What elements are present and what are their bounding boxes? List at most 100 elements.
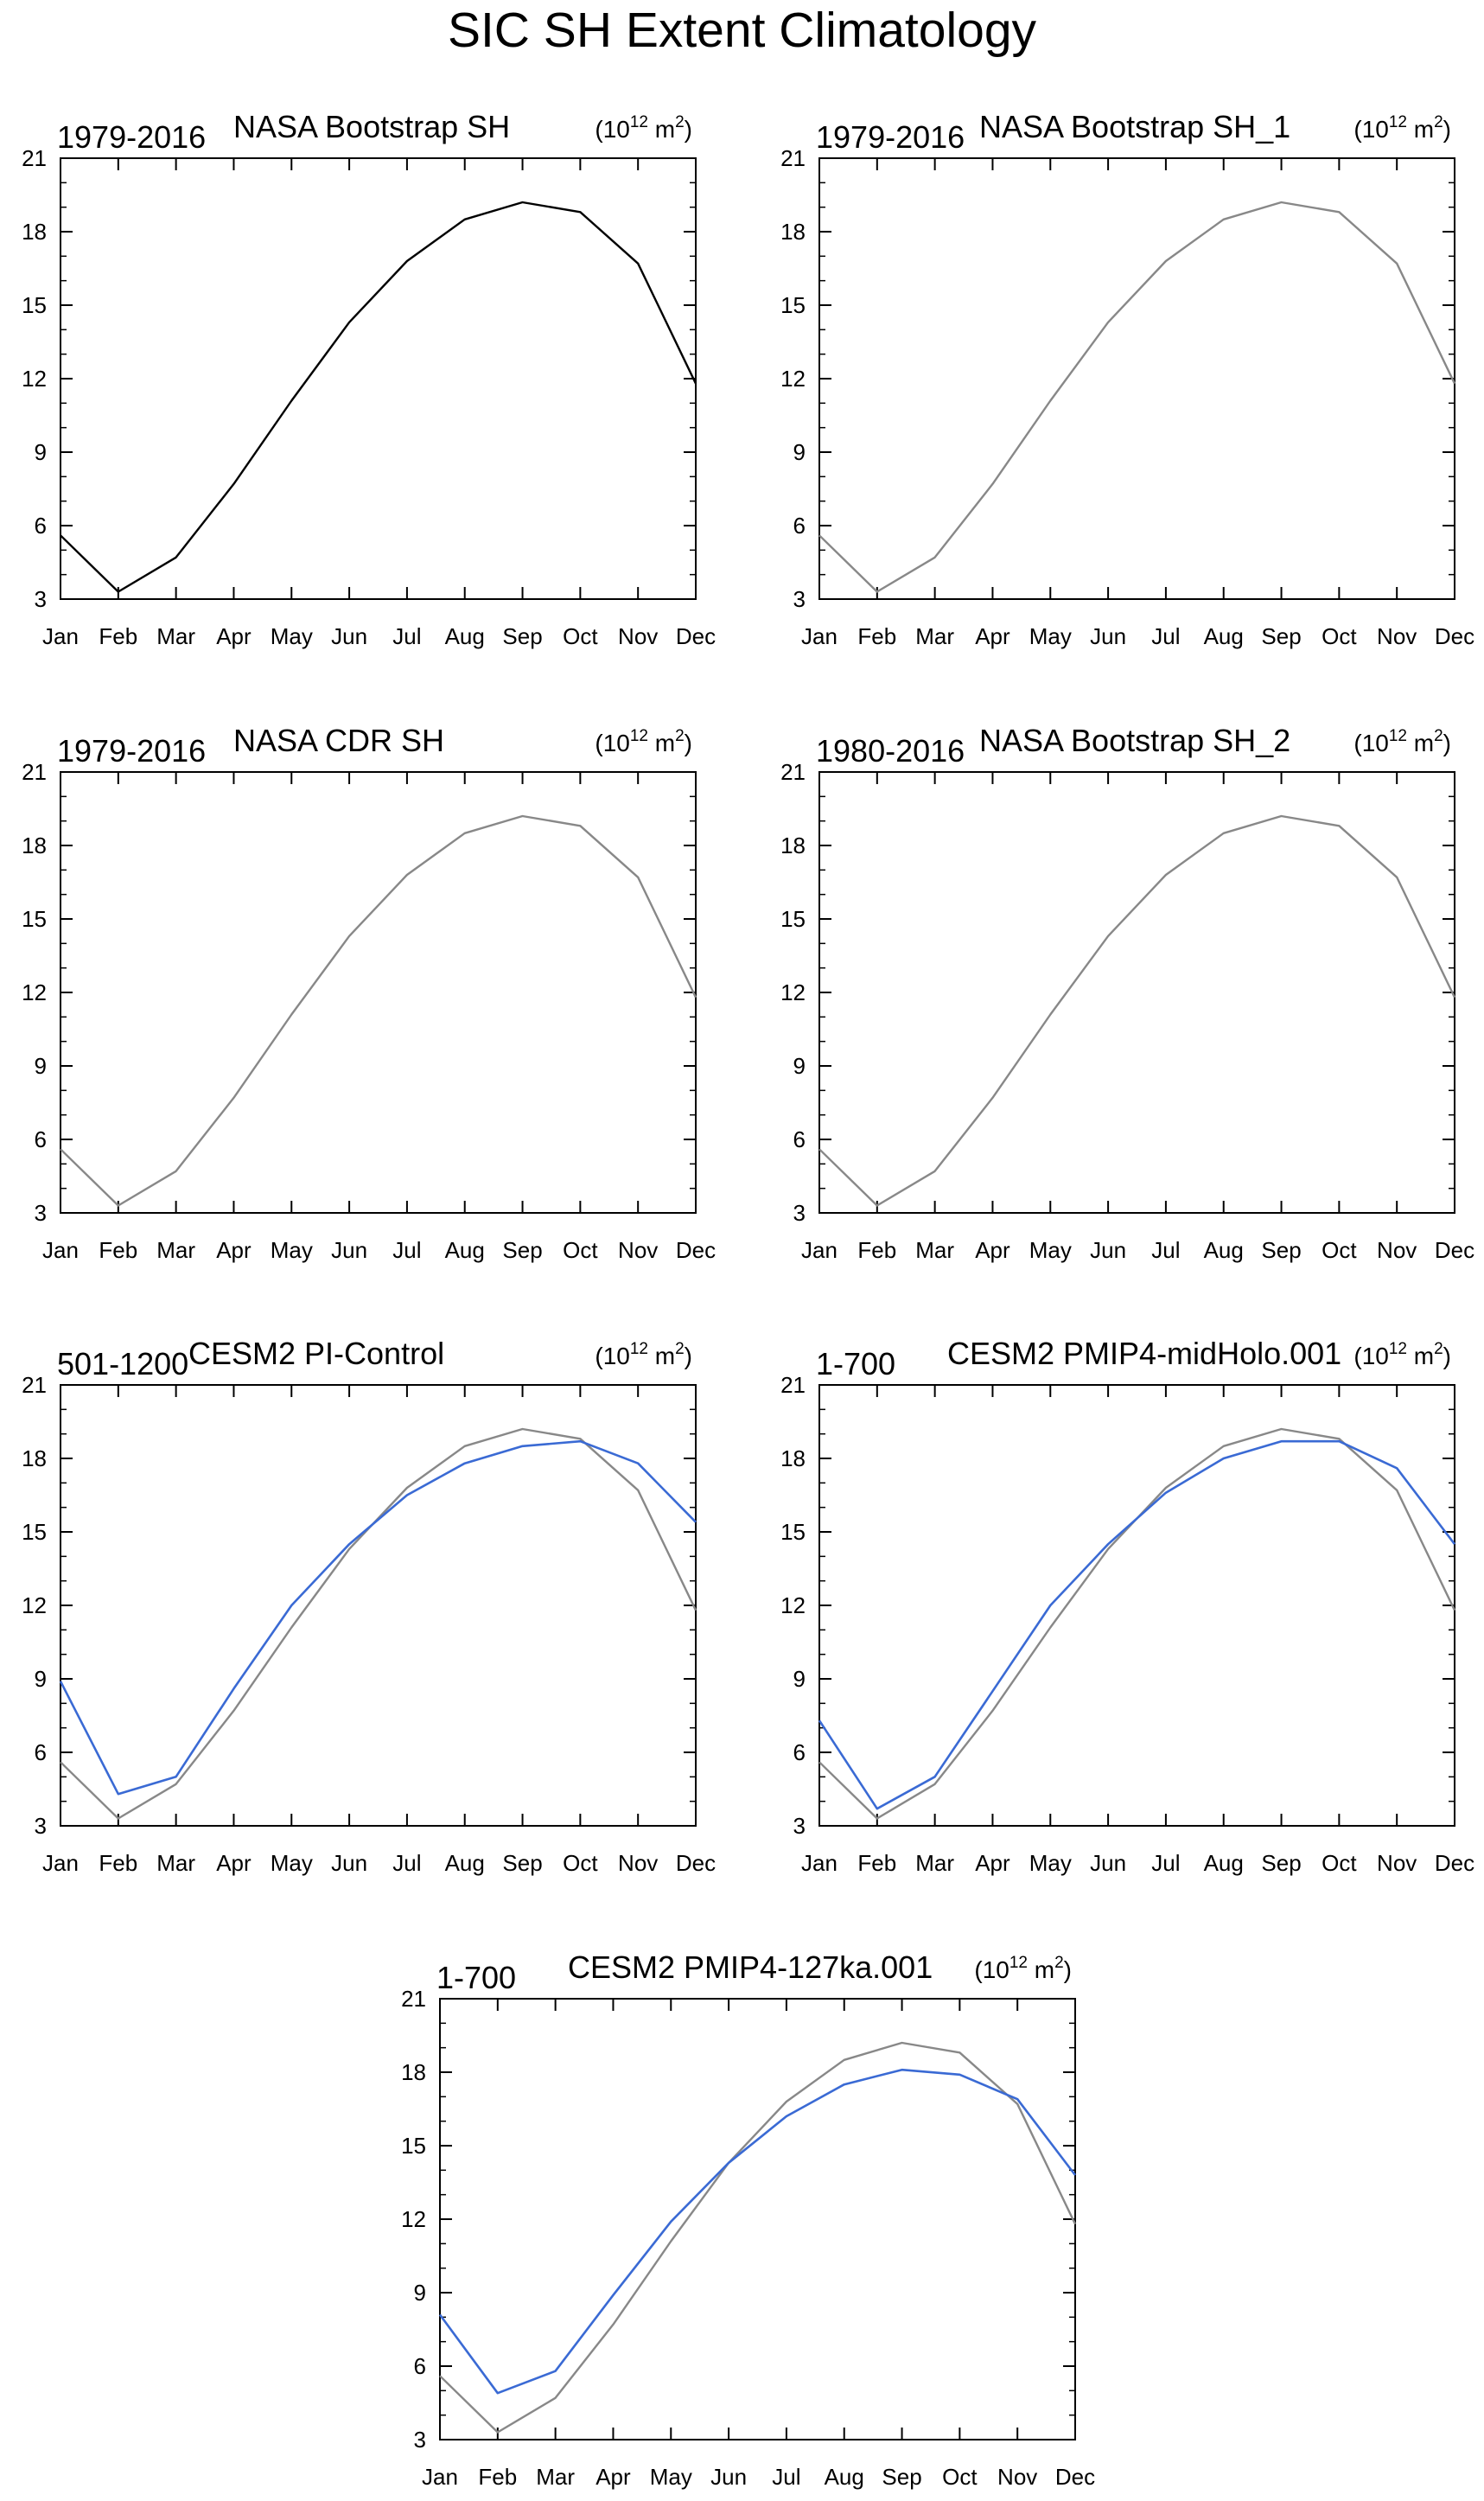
panel-units-part: )	[1064, 1956, 1072, 1983]
panel-title: NASA CDR SH	[233, 723, 444, 758]
panel-units-part: 2	[675, 113, 685, 131]
panel-title: CESM2 PI-Control	[188, 1336, 444, 1371]
x-tick-label: Dec	[676, 1850, 716, 1876]
y-tick-label: 12	[22, 1592, 47, 1618]
y-tick-label: 6	[35, 513, 47, 539]
y-tick-label: 21	[780, 1372, 806, 1398]
chart-panel: 3 6 9 12 15 18 21 Jan Feb Mar Apr May Jun Jul Aug Sep Oc…	[401, 1949, 1095, 2490]
y-tick-label: 21	[22, 1372, 47, 1398]
y-tick-label: 3	[793, 1813, 806, 1839]
x-tick-label: Jun	[331, 1850, 367, 1876]
panel-units-part: 12	[1389, 1340, 1407, 1358]
x-tick-label: Mar	[915, 1850, 954, 1876]
y-tick-label: 6	[414, 2353, 426, 2379]
y-tick-label: 15	[780, 906, 806, 932]
y-tick-label: 12	[22, 366, 47, 392]
x-tick-label: Feb	[857, 623, 896, 649]
panel-units-part: 2	[675, 1340, 685, 1358]
x-tick-label: Jan	[801, 623, 838, 649]
x-tick-label: Sep	[502, 1237, 542, 1263]
x-tick-label: Dec	[676, 1237, 716, 1263]
panel-units-part: )	[685, 730, 692, 756]
x-tick-label: May	[1029, 1850, 1072, 1876]
panel-units-part: 12	[1389, 113, 1407, 131]
x-tick-label: Jul	[392, 1850, 421, 1876]
y-tick-label: 15	[780, 1519, 806, 1545]
panel-units-part: 12	[630, 1340, 648, 1358]
x-tick-label: Jun	[1090, 1850, 1126, 1876]
x-tick-label: Sep	[1261, 1850, 1301, 1876]
panel-period: 1979-2016	[816, 119, 965, 155]
x-tick-label: Aug	[445, 1237, 485, 1263]
panel-units-part: (10	[1353, 1343, 1388, 1369]
y-tick-label: 9	[35, 439, 47, 465]
x-tick-label: Dec	[676, 623, 716, 649]
panel-units-part: (10	[1353, 730, 1388, 756]
panel-units: (1012 m2)	[1353, 113, 1451, 143]
y-tick-label: 12	[780, 366, 806, 392]
panel-units-part: )	[1443, 116, 1451, 143]
y-tick-label: 3	[35, 1813, 47, 1839]
x-tick-label: Apr	[216, 1237, 252, 1263]
panel-units-part: 12	[630, 113, 648, 131]
series-line-model	[59, 1439, 697, 1796]
x-tick-label: Dec	[1435, 1850, 1474, 1876]
panel-title: CESM2 PMIP4-127ka.001	[568, 1949, 933, 1985]
x-tick-label: Sep	[502, 623, 542, 649]
figure-title: SIC SH Extent Climatology	[447, 3, 1037, 58]
chart-panel: 3 6 9 12 15 18 21 Jan Feb Mar Apr May Jun Jul Aug Sep Oc…	[22, 109, 716, 649]
plot-frame	[818, 771, 1455, 1214]
x-tick-label: May	[271, 1850, 313, 1876]
y-tick-label: 3	[793, 586, 806, 612]
x-tick-label: Mar	[156, 1850, 195, 1876]
y-tick-label: 3	[35, 1200, 47, 1226]
panel-title: NASA Bootstrap SH	[233, 109, 510, 144]
y-tick-label: 6	[793, 1739, 806, 1765]
panel-units-part: m	[1407, 1343, 1434, 1369]
x-tick-label: Mar	[156, 623, 195, 649]
panel-title: NASA Bootstrap SH_1	[979, 109, 1290, 144]
x-tick-label: Jan	[42, 1237, 79, 1263]
chart-panel: 3 6 9 12 15 18 21 Jan Feb Mar Apr May Jun Jul Aug Sep Oc…	[22, 723, 716, 1263]
panel-units-part: )	[1443, 730, 1451, 756]
plot-frame	[60, 157, 697, 600]
x-tick-label: Aug	[445, 1850, 485, 1876]
x-tick-label: Sep	[882, 2464, 921, 2490]
x-tick-label: Jan	[422, 2464, 458, 2490]
x-tick-label: Jun	[1090, 623, 1126, 649]
x-tick-label: Oct	[563, 1237, 598, 1263]
panel-units-part: (10	[1353, 116, 1388, 143]
y-tick-label: 18	[22, 833, 47, 858]
y-tick-label: 15	[780, 292, 806, 318]
x-tick-label: Apr	[216, 1850, 252, 1876]
panel-units: (1012 m2)	[1353, 1340, 1451, 1369]
x-tick-label: Jan	[801, 1850, 838, 1876]
panel-units-part: 2	[675, 727, 685, 745]
panel-units-part: (10	[595, 730, 629, 756]
x-tick-label: Mar	[156, 1237, 195, 1263]
panel-units-part: m	[648, 116, 675, 143]
panel-units-part: 12	[1389, 727, 1407, 745]
x-tick-label: Mar	[536, 2464, 575, 2490]
x-tick-label: Dec	[1435, 1237, 1474, 1263]
chart-panel: 3 6 9 12 15 18 21 Jan Feb Mar Apr May Jun Jul Aug Sep Oc…	[780, 1336, 1474, 1876]
panel-units: (1012 m2)	[595, 1340, 692, 1369]
x-tick-label: Nov	[997, 2464, 1037, 2490]
plot-frame	[818, 157, 1455, 600]
y-tick-label: 6	[35, 1739, 47, 1765]
y-tick-label: 9	[35, 1666, 47, 1692]
x-tick-label: Dec	[1055, 2464, 1095, 2490]
x-tick-label: Jan	[42, 623, 79, 649]
y-tick-label: 18	[780, 219, 806, 245]
panel-units-part: 12	[630, 727, 648, 745]
plot-frame	[60, 771, 697, 1214]
x-tick-label: Apr	[975, 1850, 1010, 1876]
x-tick-label: May	[271, 1237, 313, 1263]
x-tick-label: Mar	[915, 623, 954, 649]
panel-units-part: 12	[1010, 1954, 1028, 1972]
y-tick-label: 3	[35, 586, 47, 612]
panel-units-part: (10	[595, 116, 629, 143]
x-tick-label: Aug	[445, 623, 485, 649]
panel-units-part: )	[1443, 1343, 1451, 1369]
